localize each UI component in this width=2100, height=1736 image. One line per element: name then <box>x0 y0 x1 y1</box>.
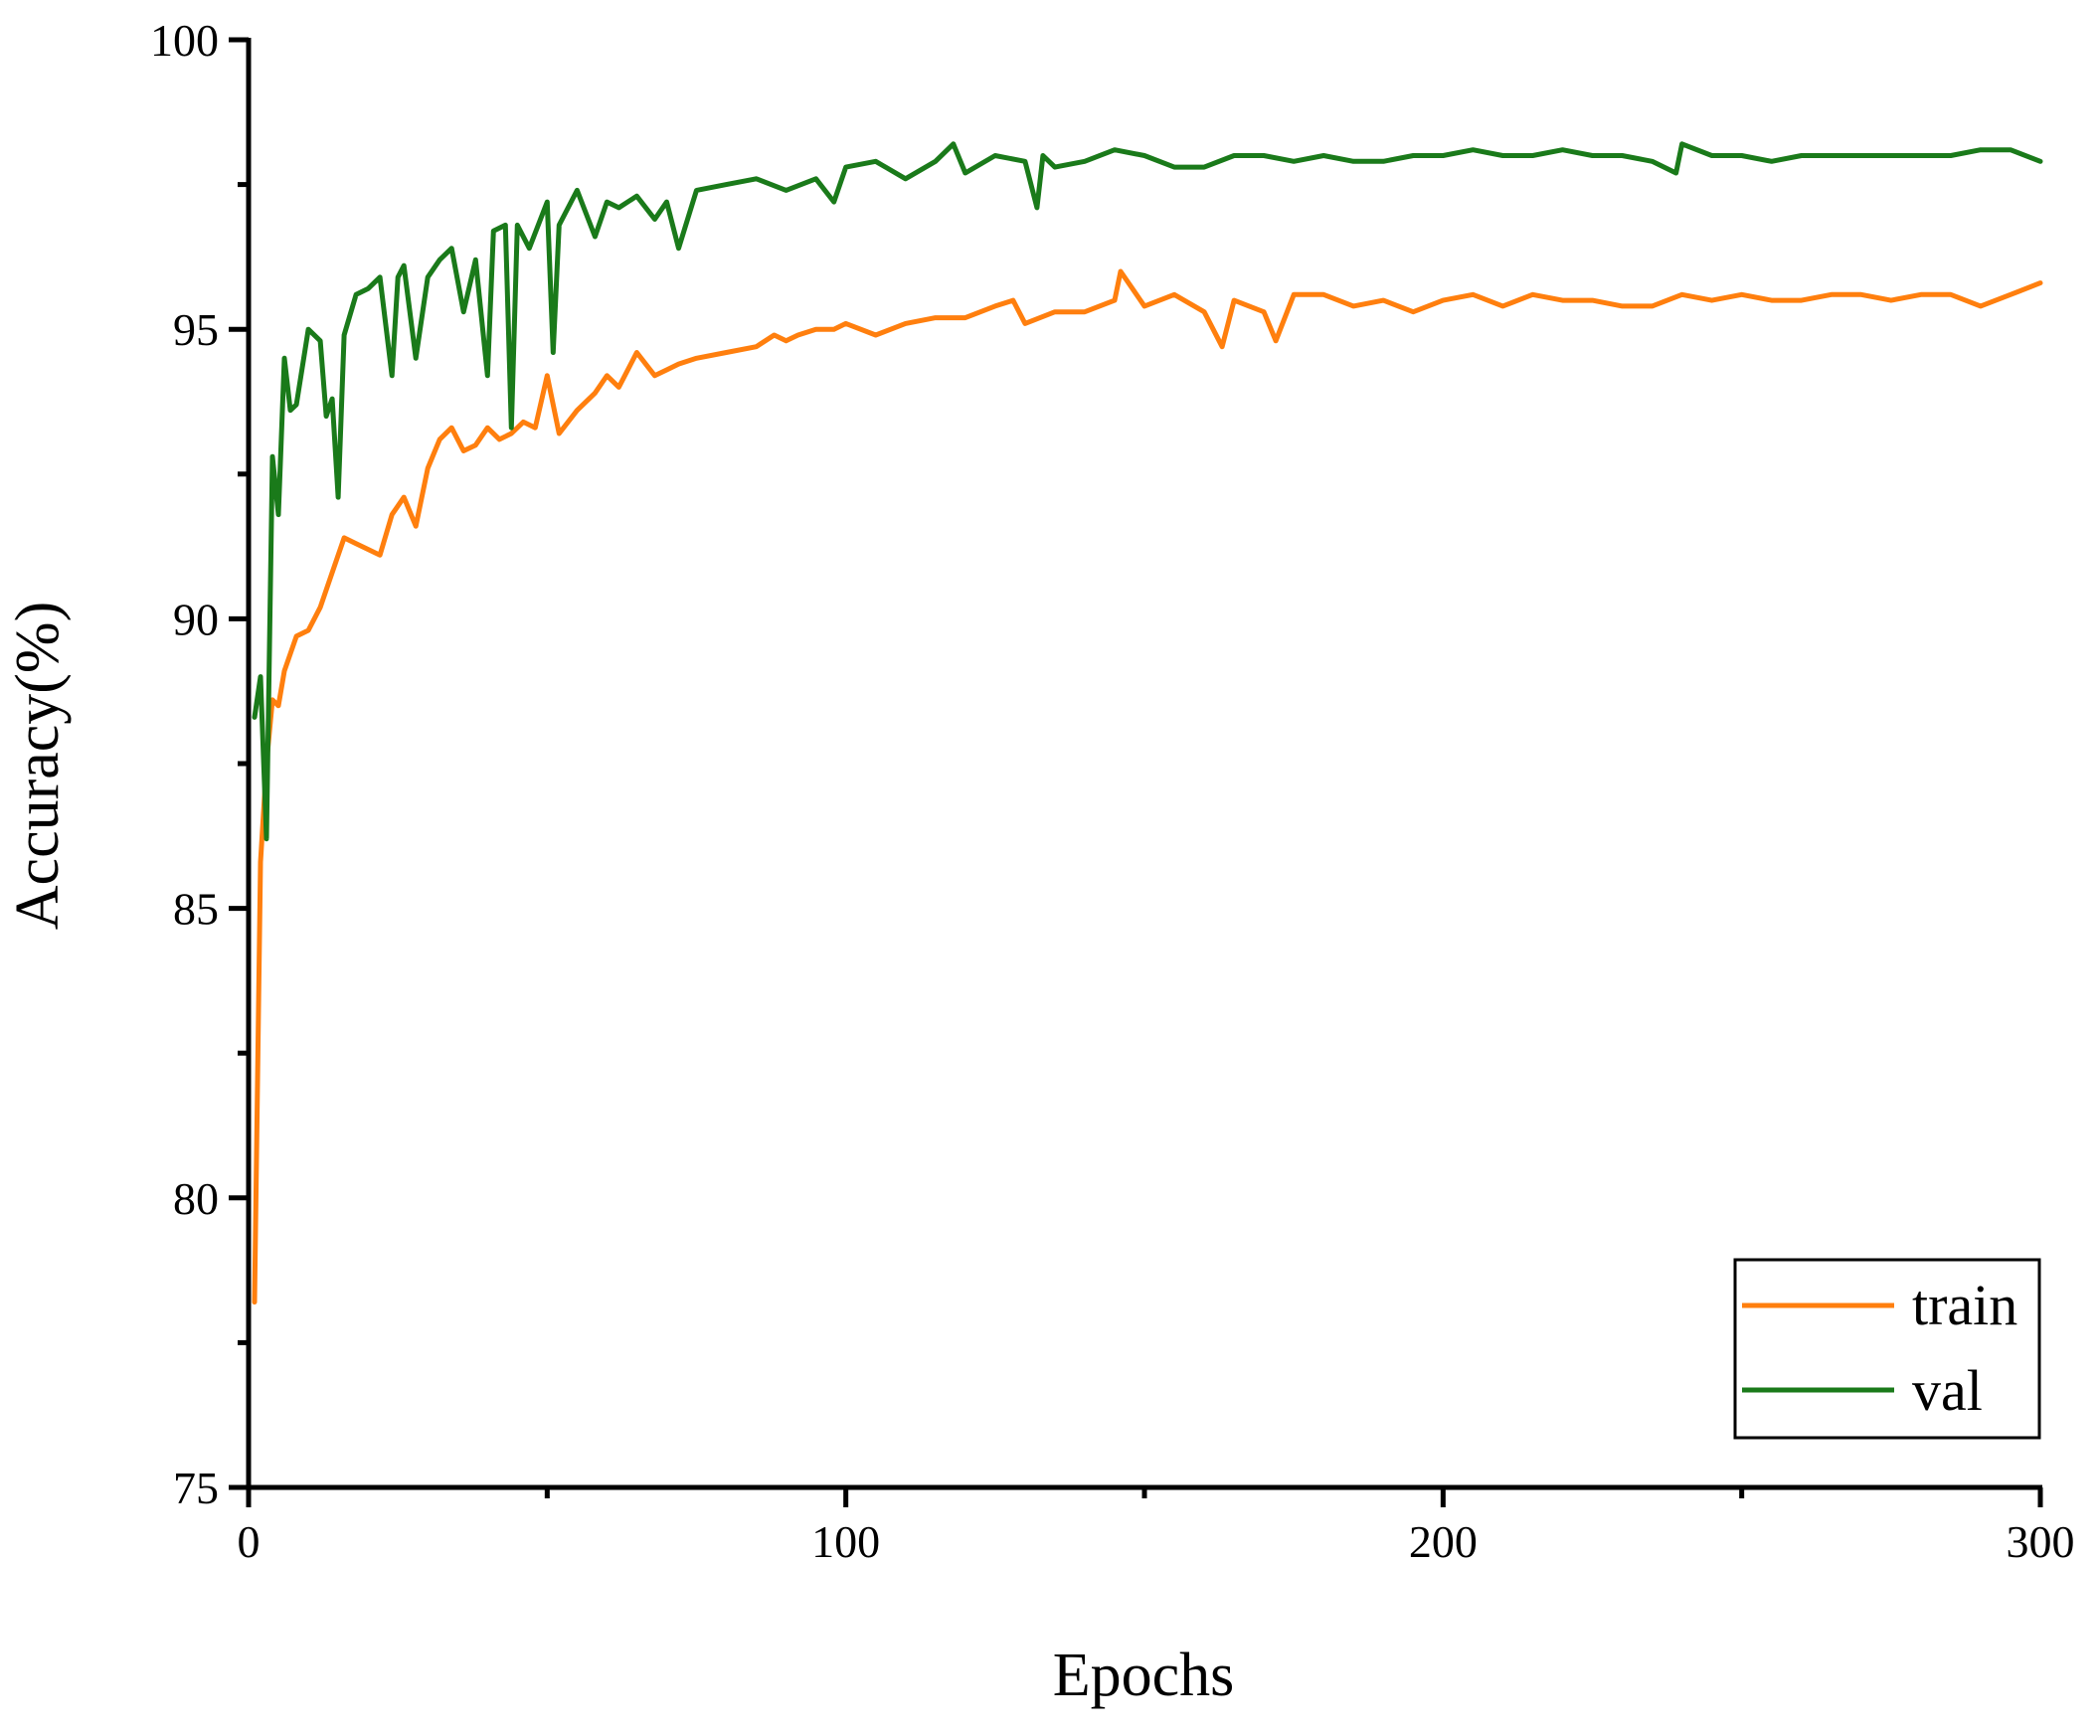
legend-train-label: train <box>1912 1273 2017 1337</box>
series-line-train <box>252 268 2043 1305</box>
y-tick-label-80: 80 <box>173 1173 219 1224</box>
x-tick-label-0: 0 <box>238 1516 261 1567</box>
y-axis-title: Accuracy(%) <box>4 602 72 930</box>
y-tick-label-75: 75 <box>173 1463 219 1513</box>
x-tick-label-300: 300 <box>2007 1516 2075 1567</box>
x-tick-label-200: 200 <box>1409 1516 1478 1567</box>
x-tick-label-100: 100 <box>811 1516 880 1567</box>
legend-val-label: val <box>1912 1358 1983 1423</box>
y-tick-label-95: 95 <box>173 304 219 355</box>
y-tick-label-90: 90 <box>173 594 219 644</box>
legend-box <box>1733 1258 2041 1440</box>
y-tick-label-100: 100 <box>150 15 219 66</box>
y-tick-label-85: 85 <box>173 884 219 935</box>
x-axis-title: Epochs <box>1053 1642 1235 1709</box>
series-line-val <box>252 141 2043 842</box>
